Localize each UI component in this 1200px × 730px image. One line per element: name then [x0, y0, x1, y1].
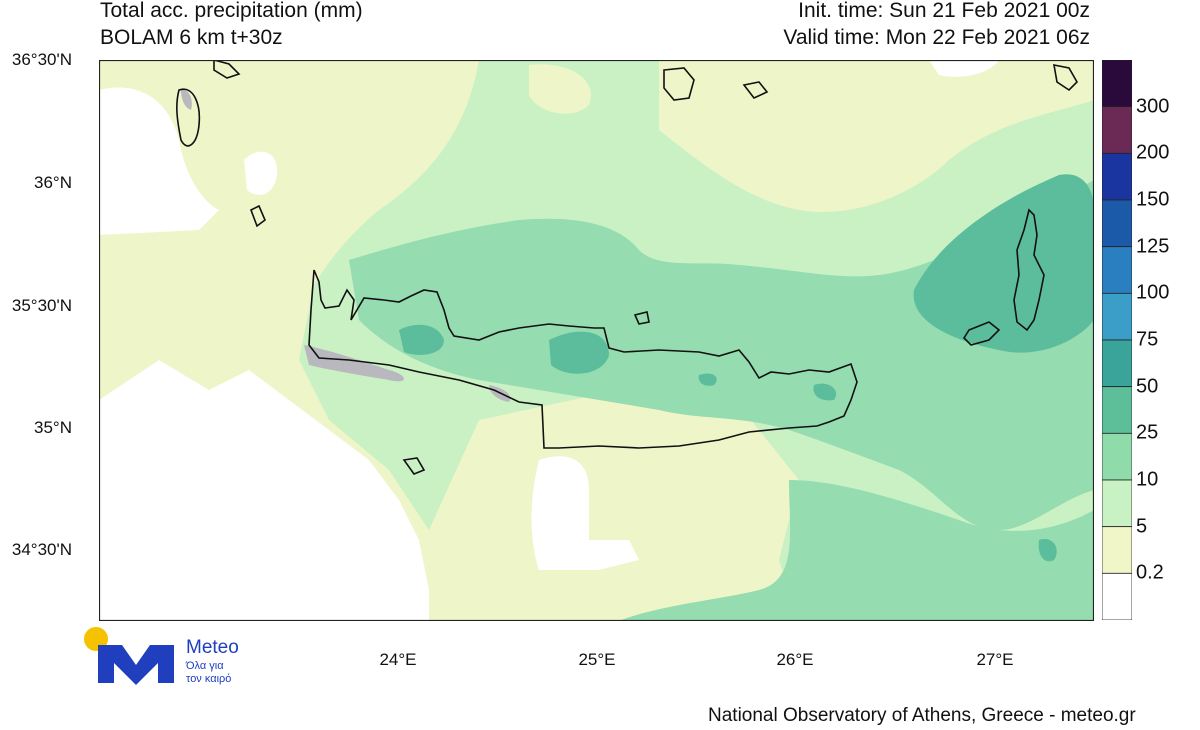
small-white-patch: [244, 151, 278, 195]
legend-label: 125: [1136, 235, 1170, 258]
legend-box: [1102, 479, 1132, 528]
kythera-gray-area: [181, 89, 192, 110]
m-logo-icon: [98, 645, 174, 685]
legend-box: [1102, 60, 1132, 108]
legend-label: 150: [1136, 188, 1170, 211]
logo-tagline-2: τον καιρό: [186, 673, 232, 685]
legend-label: 200: [1136, 141, 1170, 164]
rhodes-50mm-core: [913, 174, 1094, 353]
small-island-west: [249, 204, 266, 228]
lon-label-26: 26°E: [776, 650, 814, 669]
title-line-2: BOLAM 6 km t+30z: [100, 26, 283, 49]
crete-50mm-core-3: [698, 373, 717, 386]
northeast-white-patch: [929, 60, 999, 77]
precipitation-map: [99, 60, 1094, 621]
init-time: Init. time: Sun 21 Feb 2021 00z: [798, 0, 1090, 22]
south-no-rain-patch: [531, 456, 639, 570]
lon-label-25: 25°E: [578, 650, 616, 669]
northeast-yellow-field: [659, 60, 1094, 212]
legend-label: 0.2: [1136, 561, 1164, 584]
legend-label: 10: [1136, 468, 1159, 491]
credit-text: National Observatory of Athens, Greece -…: [708, 705, 1136, 726]
crete-50mm-core-4: [813, 383, 837, 401]
kythera-coastline: [176, 88, 201, 147]
lat-label-36: 36°N: [34, 173, 72, 192]
chart-title: Total acc. precipitation (mm) BOLAM 6 km…: [100, 0, 363, 51]
southwest-no-rain-area: [99, 360, 429, 621]
lat-label-35: 35°N: [34, 418, 72, 437]
south-yellow-field: [429, 390, 799, 621]
karpathos-coastline: [1013, 208, 1045, 332]
anafi-coastline: [742, 81, 769, 99]
crete-50mm-core-1: [399, 324, 444, 355]
valid-time: Valid time: Mon 22 Feb 2021 06z: [783, 26, 1090, 49]
title-line-1: Total acc. precipitation (mm): [100, 0, 363, 22]
coastlines: [176, 60, 1078, 475]
crete-50mm-core-2: [549, 331, 609, 374]
west-no-rain-area: [99, 87, 219, 235]
kasos-coastline: [962, 321, 1001, 346]
legend-label: 5: [1136, 515, 1148, 538]
crete-coastline: [308, 269, 858, 449]
lon-label-27: 27°E: [976, 650, 1014, 669]
dia-island-coastline: [633, 311, 650, 325]
legend-label: 300: [1136, 95, 1170, 118]
legend-label: 100: [1136, 281, 1170, 304]
meteo-logo: [84, 627, 174, 685]
southeast-25mm-band: [619, 480, 1094, 621]
legend-label: 75: [1136, 328, 1159, 351]
legend-label: 25: [1136, 421, 1159, 444]
north-yellow-patch: [529, 64, 591, 114]
legend-box: [1102, 572, 1132, 620]
legend-box: [1102, 152, 1132, 201]
legend-box: [1102, 246, 1132, 294]
gavdos-coastline: [402, 457, 426, 475]
legend-box: [1102, 292, 1132, 341]
legend-box: [1102, 432, 1132, 481]
precipitation-legend: [1102, 60, 1132, 620]
legend-label: 50: [1136, 375, 1159, 398]
milos-coastline: [213, 60, 241, 79]
legend-box: [1102, 199, 1132, 248]
lat-label-34-30: 34°30'N: [11, 540, 72, 559]
logo-tagline: Όλα για τον καιρό: [186, 660, 256, 686]
legend-box: [1102, 339, 1132, 388]
map-frame: [99, 60, 1094, 621]
southeast-50mm-core: [1038, 539, 1057, 562]
logo-tagline-1: Όλα για: [186, 660, 224, 672]
legend-box: [1102, 386, 1132, 434]
legend-box: [1102, 526, 1132, 574]
crete-west-gray-area: [304, 345, 404, 382]
lon-label-24: 24°E: [379, 650, 417, 669]
time-info: Init. time: Sun 21 Feb 2021 00z Valid ti…: [783, 0, 1090, 51]
legend-box: [1102, 106, 1132, 154]
dodecanese-island-ne: [1053, 63, 1078, 92]
santorini-coastline: [663, 67, 695, 101]
logo-word: Meteo: [186, 637, 239, 658]
lat-label-35-30: 35°30'N: [11, 296, 72, 315]
lat-label-36-30: 36°30'N: [11, 50, 72, 69]
